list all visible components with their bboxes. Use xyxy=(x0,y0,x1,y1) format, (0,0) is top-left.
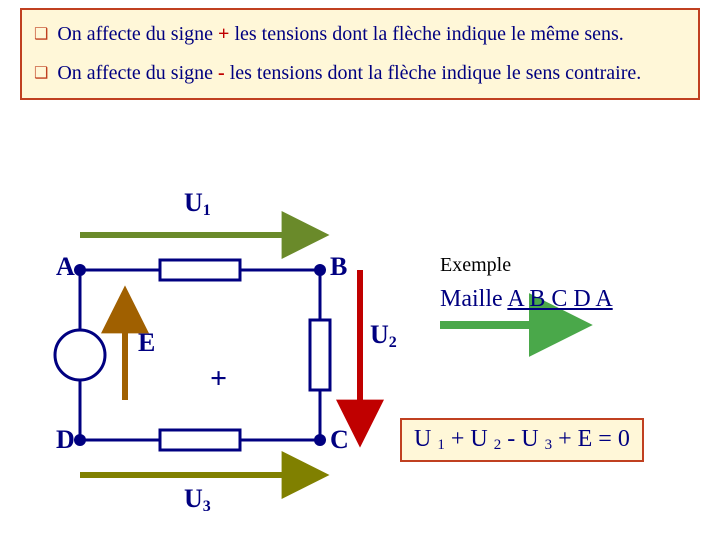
equation-box: U 1 + U 2 - U 3 + E = 0 xyxy=(400,418,644,462)
rule-2-text-a: On affecte du signe xyxy=(57,62,218,84)
bullet-icon: ❑ xyxy=(34,65,48,82)
rule-2-text-b: les tensions dont la flèche indique le s… xyxy=(225,62,642,84)
rule-1-text-b: les tensions dont la flèche indique le m… xyxy=(229,23,623,45)
rule-1: ❑ On affecte du signe + les tensions don… xyxy=(34,22,686,47)
node-a: A xyxy=(56,252,75,282)
label-plus: + xyxy=(210,362,227,396)
rule-1-plus: + xyxy=(218,23,229,45)
label-e: E xyxy=(138,328,155,358)
rule-1-text-a: On affecte du signe xyxy=(57,23,218,45)
node-b: B xyxy=(330,252,347,282)
node-c: C xyxy=(330,425,349,455)
rule-2: ❑ On affecte du signe - les tensions don… xyxy=(34,61,686,86)
rules-box: ❑ On affecte du signe + les tensions don… xyxy=(20,8,700,100)
label-u3: U3 xyxy=(184,484,211,516)
bullet-icon: ❑ xyxy=(34,26,48,43)
label-u2: U2 xyxy=(370,320,397,352)
rule-2-minus: - xyxy=(218,62,225,84)
maille-label: Maille A B C D A xyxy=(440,286,613,313)
node-d: D xyxy=(56,425,75,455)
exemple-label: Exemple xyxy=(440,254,511,277)
label-u1: U1 xyxy=(184,188,211,220)
circuit-diagram: U1 A B C D E U2 U3 + Exemple Maille A B … xyxy=(20,170,700,530)
